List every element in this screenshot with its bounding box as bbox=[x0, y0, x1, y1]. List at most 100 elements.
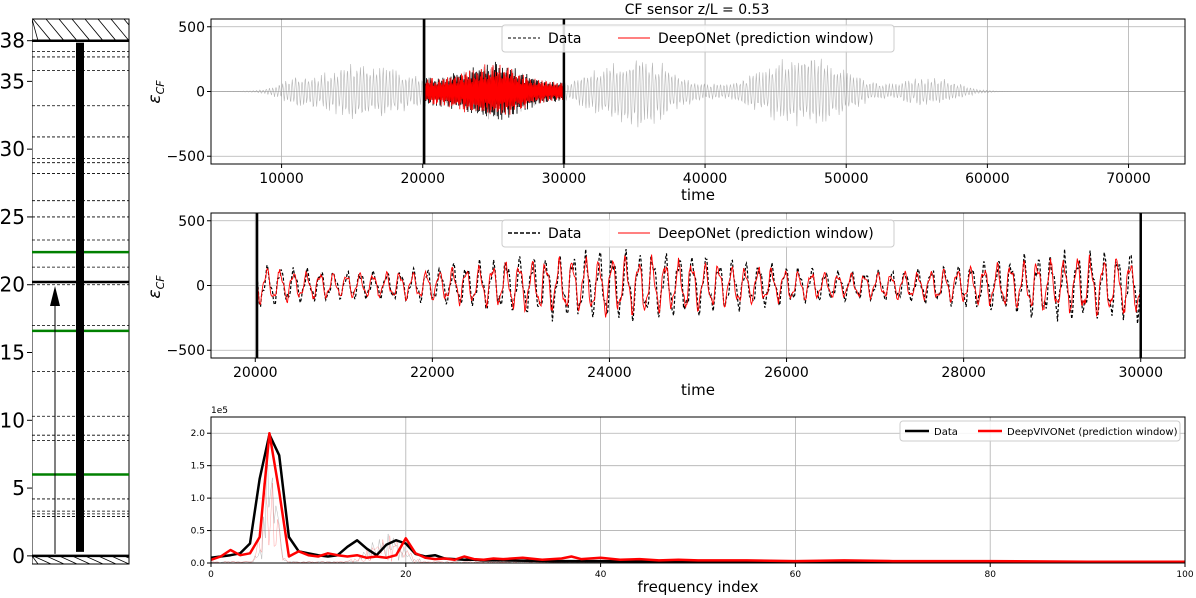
plot-frame bbox=[210, 416, 1186, 564]
tick-label: 0.5 bbox=[191, 527, 205, 537]
tick-label: 80 bbox=[984, 570, 996, 580]
x-ticks: 20000 22000 24000 26000 28000 30000 bbox=[233, 358, 1163, 381]
legend-label-data: Data bbox=[934, 427, 958, 438]
tick-label: 70000 bbox=[1106, 171, 1151, 187]
arrow-head bbox=[50, 286, 60, 307]
tick-label: 60000 bbox=[965, 171, 1010, 187]
x-ticks: 0 20 40 60 80 100 bbox=[208, 563, 1194, 580]
x-axis-label: time bbox=[681, 381, 715, 399]
hatch-line bbox=[97, 555, 117, 565]
tick-label: 5 bbox=[12, 476, 25, 500]
legend-label-model: DeepVIVONet (prediction window) bbox=[1007, 427, 1178, 438]
tick-label: 2.0 bbox=[191, 429, 206, 439]
hatch-line bbox=[32, 18, 52, 41]
tick-label: 1.5 bbox=[191, 462, 205, 472]
y-axis-label-sub: CF bbox=[154, 275, 167, 290]
full-time-series-panel: CF sensor z/L = 0.53 10000 20000 30000 4000… bbox=[145, 2, 1186, 204]
tick-label: 20000 bbox=[400, 171, 445, 187]
hatch-line bbox=[84, 555, 104, 565]
hatch-line bbox=[31, 555, 39, 565]
hatch-line bbox=[31, 18, 39, 41]
x-axis-label: time bbox=[681, 186, 715, 204]
tick-label: 15 bbox=[0, 341, 25, 365]
legend: Data DeepVIVONet (prediction window) bbox=[899, 420, 1181, 442]
hatch-line bbox=[58, 18, 78, 41]
series-prediction-window bbox=[423, 64, 565, 115]
legend-box bbox=[899, 420, 1181, 442]
tick-label: 0.0 bbox=[191, 559, 206, 569]
mask bbox=[129, 0, 210, 598]
y-ticks: 500 0 −500 bbox=[167, 20, 211, 165]
tick-label: 38 bbox=[0, 29, 25, 53]
hatch-line bbox=[32, 555, 52, 565]
legend-box bbox=[501, 219, 895, 248]
tick-label: 40 bbox=[595, 570, 607, 580]
tick-label: 0 bbox=[208, 570, 214, 580]
tick-label: 0 bbox=[12, 544, 25, 568]
tick-label: 30000 bbox=[542, 171, 587, 187]
riser-schematic: 0 5 10 15 20 25 30 35 38 bbox=[0, 0, 210, 598]
series-lines bbox=[255, 213, 1142, 358]
legend: Data DeepONet (prediction window) bbox=[501, 24, 895, 53]
tick-label: −500 bbox=[167, 149, 205, 165]
schematic-y-ticks: 0 5 10 15 20 25 30 35 38 bbox=[0, 29, 32, 568]
y-axis-label-sub: CF bbox=[154, 80, 167, 95]
plot-frame bbox=[210, 18, 1186, 165]
tick-label: 50000 bbox=[824, 171, 869, 187]
legend-label-model: DeepONet (prediction window) bbox=[658, 226, 874, 242]
series-data bbox=[210, 433, 1185, 564]
tick-label: 20 bbox=[0, 273, 25, 297]
tick-label: 0 bbox=[196, 85, 205, 101]
tick-label: 40000 bbox=[683, 171, 728, 187]
x-ticks: 10000 20000 30000 40000 50000 60000 70000 bbox=[259, 164, 1151, 187]
hatch-line bbox=[71, 555, 91, 565]
legend-label-data: Data bbox=[548, 31, 581, 47]
tick-label: 10 bbox=[0, 408, 25, 432]
hatch-line bbox=[84, 18, 104, 41]
grid bbox=[210, 417, 1186, 564]
tick-label: 10000 bbox=[259, 171, 304, 187]
series-prediction bbox=[256, 254, 1141, 318]
tick-label: 28000 bbox=[941, 365, 986, 381]
tick-label: 24000 bbox=[587, 365, 632, 381]
riser-structure bbox=[32, 39, 129, 558]
tick-label: 30000 bbox=[1118, 365, 1163, 381]
series-data-full bbox=[211, 58, 1185, 128]
frequency-spectrum-panel: 0 20 40 60 80 100 0.0 0.5 1.0 1.5 2.0 1e5 frequen… bbox=[191, 406, 1194, 596]
tick-label: −500 bbox=[167, 343, 205, 359]
tick-label: 500 bbox=[178, 214, 205, 230]
legend-label-data: Data bbox=[548, 226, 581, 242]
tick-label: 30 bbox=[0, 137, 25, 161]
tick-label: 20000 bbox=[233, 365, 278, 381]
hatch-line bbox=[45, 18, 65, 41]
zoomed-time-series-panel: 20000 22000 24000 26000 28000 30000 5000−500 … bbox=[145, 212, 1186, 399]
series-lines bbox=[210, 431, 1185, 564]
hatch-line bbox=[110, 555, 130, 565]
series-data bbox=[256, 249, 1141, 324]
bottom-hatch bbox=[0, 0, 210, 598]
y-ticks: 0.0 0.5 1.0 1.5 2.0 bbox=[191, 429, 211, 569]
y-axis-label: εCF bbox=[145, 80, 167, 104]
tick-label: 1.0 bbox=[191, 494, 206, 504]
offset-label: 1e5 bbox=[211, 406, 228, 416]
x-axis-label: frequency index bbox=[637, 578, 758, 596]
hatch-line bbox=[71, 18, 91, 41]
y-axis-label-main: ε bbox=[145, 289, 165, 298]
tick-label: 500 bbox=[178, 20, 205, 36]
legend: Data DeepONet (prediction window) bbox=[501, 219, 895, 248]
riser-body bbox=[76, 42, 84, 552]
y-axis-label-main: ε bbox=[145, 94, 165, 103]
legend-label-model: DeepONet (prediction window) bbox=[658, 31, 874, 47]
tick-label: 100 bbox=[1176, 570, 1193, 580]
hatch-line bbox=[97, 18, 117, 41]
plot-frame bbox=[210, 212, 1186, 359]
tick-label: 0 bbox=[196, 279, 205, 295]
hatch-line bbox=[110, 18, 130, 41]
y-ticks: 500 0 −500 bbox=[167, 214, 211, 359]
tick-label: 26000 bbox=[764, 365, 809, 381]
hatch-line bbox=[45, 555, 65, 565]
tick-label: 60 bbox=[790, 570, 802, 580]
legend-box bbox=[501, 24, 895, 53]
tick-label: 35 bbox=[0, 69, 25, 93]
